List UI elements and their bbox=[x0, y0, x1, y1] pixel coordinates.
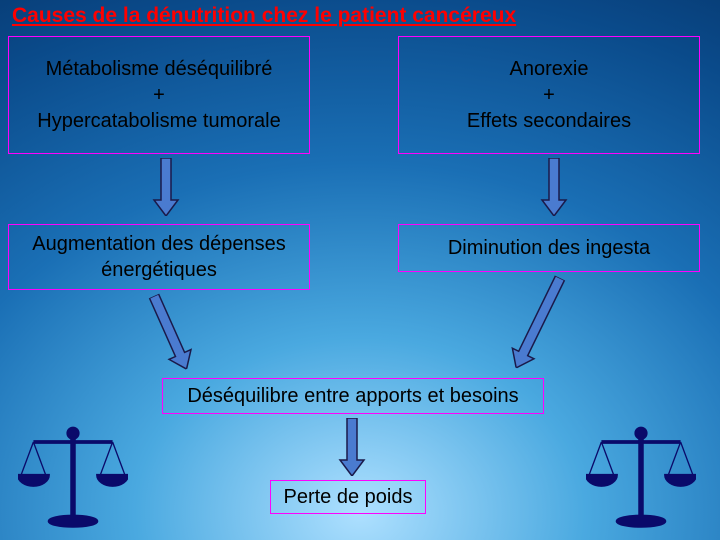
balance-scale-icon bbox=[18, 420, 128, 535]
arrow-down-icon bbox=[501, 272, 572, 379]
box-line: + bbox=[543, 82, 555, 108]
box-line: Métabolisme déséquilibré bbox=[46, 56, 273, 82]
page-title: Causes de la dénutrition chez le patient… bbox=[12, 4, 516, 28]
box-depenses: Augmentation des dépensesénergétiques bbox=[8, 224, 310, 290]
box-line: énergétiques bbox=[101, 257, 217, 283]
box-anorexie: Anorexie+Effets secondaires bbox=[398, 36, 700, 154]
box-metabolisme: Métabolisme déséquilibré+Hypercatabolism… bbox=[8, 36, 310, 154]
box-line: + bbox=[153, 82, 165, 108]
arrow-down-icon bbox=[152, 158, 180, 221]
box-line: Diminution des ingesta bbox=[448, 235, 650, 261]
arrow-down-icon bbox=[540, 158, 568, 221]
box-desequilibre: Déséquilibre entre apports et besoins bbox=[162, 378, 544, 414]
box-line: Effets secondaires bbox=[467, 108, 631, 134]
balance-scale-icon bbox=[586, 420, 696, 535]
box-ingesta: Diminution des ingesta bbox=[398, 224, 700, 272]
box-line: Hypercatabolisme tumorale bbox=[37, 108, 280, 134]
box-line: Anorexie bbox=[510, 56, 589, 82]
box-line: Déséquilibre entre apports et besoins bbox=[187, 383, 518, 409]
box-line: Perte de poids bbox=[284, 484, 413, 510]
arrow-down-icon bbox=[141, 290, 201, 379]
box-line: Augmentation des dépenses bbox=[32, 231, 286, 257]
arrow-down-icon bbox=[338, 418, 366, 481]
box-perte-poids: Perte de poids bbox=[270, 480, 426, 514]
